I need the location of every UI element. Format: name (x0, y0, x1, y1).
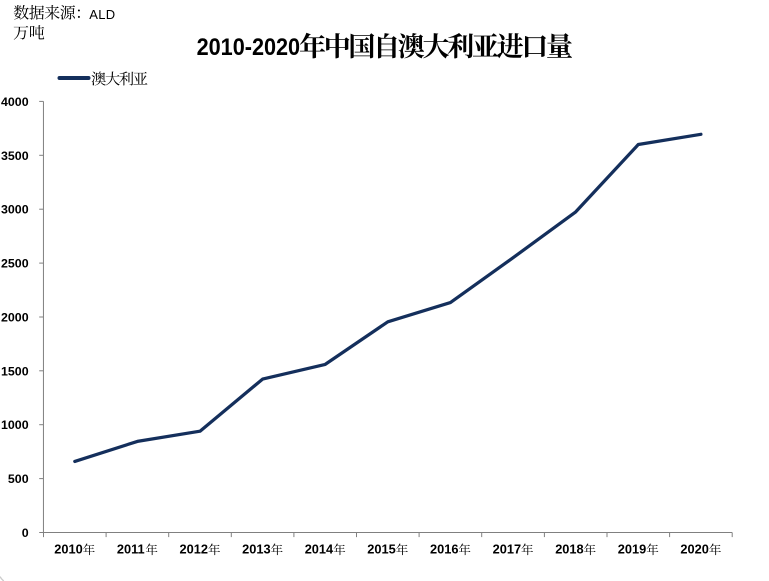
svg-text:0: 0 (22, 526, 29, 540)
svg-text:3500: 3500 (1, 149, 29, 163)
svg-text:2000: 2000 (1, 311, 29, 325)
svg-text:1000: 1000 (1, 418, 29, 432)
svg-text:2010: 2010 (54, 542, 82, 557)
svg-text:2014: 2014 (305, 542, 334, 557)
svg-text:2011: 2011 (117, 542, 145, 557)
svg-text:2020: 2020 (680, 542, 708, 557)
svg-text:ALD: ALD (89, 7, 115, 22)
svg-text:2018: 2018 (555, 542, 583, 557)
svg-text:2015: 2015 (367, 542, 395, 557)
svg-text:2013: 2013 (242, 542, 270, 557)
svg-text:2017: 2017 (493, 542, 521, 557)
svg-text:500: 500 (8, 472, 29, 486)
svg-text:3000: 3000 (1, 203, 29, 217)
svg-text:1500: 1500 (1, 364, 29, 378)
svg-text:2012: 2012 (180, 542, 208, 557)
svg-text:2010-2020: 2010-2020 (197, 34, 301, 61)
svg-text:2500: 2500 (1, 257, 29, 271)
svg-text:4000: 4000 (1, 95, 29, 109)
svg-text:2019: 2019 (618, 542, 646, 557)
svg-text:2016: 2016 (430, 542, 458, 557)
